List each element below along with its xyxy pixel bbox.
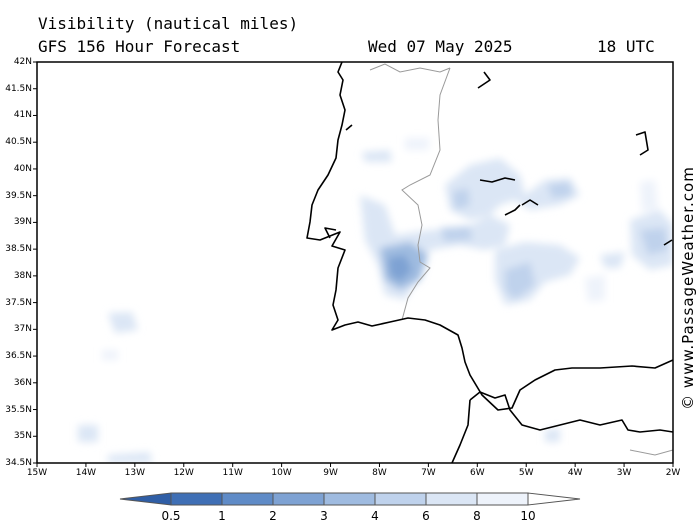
map-title: Visibility (nautical miles) (38, 14, 299, 33)
forecast-label: GFS 156 Hour Forecast (38, 37, 241, 56)
lat-label: 36N (13, 377, 32, 388)
legend-swatch (221, 492, 274, 506)
lat-label: 39N (13, 217, 32, 228)
lat-label: 42N (13, 57, 32, 67)
legend-label: 8 (473, 509, 481, 523)
legend-swatch (323, 492, 376, 506)
lat-label: 35N (13, 431, 32, 442)
lon-label: 12W (173, 468, 194, 478)
lat-label: 37N (13, 324, 32, 335)
lon-label: 4W (567, 468, 583, 478)
lon-label: 7W (421, 468, 436, 478)
lat-label: 41.5N (5, 83, 32, 94)
legend-max-arrow (527, 492, 581, 506)
lat-label: 41N (13, 110, 32, 121)
lat-label: 40N (13, 163, 32, 174)
axis-ticks (33, 61, 674, 467)
lon-label: 2W (665, 468, 681, 478)
legend-label: 6 (422, 509, 430, 523)
legend-label: 3 (320, 509, 328, 523)
legend-swatch (425, 492, 478, 506)
legend-swatch (170, 492, 223, 506)
lon-label: 6W (469, 468, 485, 478)
legend-label: 2 (269, 509, 277, 523)
lon-label: 11W (222, 468, 243, 478)
lat-label: 40.5N (5, 137, 32, 148)
country-borders (369, 63, 673, 456)
lat-label: 38.5N (5, 244, 32, 255)
lon-label: 3W (616, 468, 632, 478)
forecast-date: Wed 07 May 2025 (368, 37, 513, 56)
legend-swatch (374, 492, 427, 506)
legend-label: 4 (371, 509, 379, 523)
lat-label: 38N (13, 270, 32, 281)
copyright-credit: © www.PassageWeather.com (679, 166, 697, 410)
legend-colorbar (119, 492, 581, 506)
lat-label: 39.5N (5, 190, 32, 201)
legend-label: 1 (218, 509, 226, 523)
coastline (306, 62, 673, 463)
lon-label: 14W (75, 468, 97, 478)
lat-label: 34.5N (5, 458, 32, 468)
lon-label: 13W (124, 468, 146, 478)
lon-label: 10W (271, 468, 292, 478)
lat-label: 37.5N (5, 297, 32, 308)
legend-swatch (272, 492, 325, 506)
lat-label: 35.5N (5, 404, 32, 415)
legend-min-arrow (119, 492, 172, 506)
forecast-time: 18 UTC (597, 37, 655, 56)
lon-label: 5W (518, 468, 534, 478)
lat-label: 36.5N (5, 351, 32, 362)
visibility-shading (78, 62, 673, 463)
legend-label: 0.5 (161, 509, 181, 523)
legend-label: 10 (520, 509, 536, 523)
lon-label: 8W (372, 468, 387, 478)
lon-label: 15W (26, 468, 48, 478)
lon-label: 9W (323, 468, 338, 478)
legend-swatch (476, 492, 529, 506)
map-frame (36, 61, 674, 464)
